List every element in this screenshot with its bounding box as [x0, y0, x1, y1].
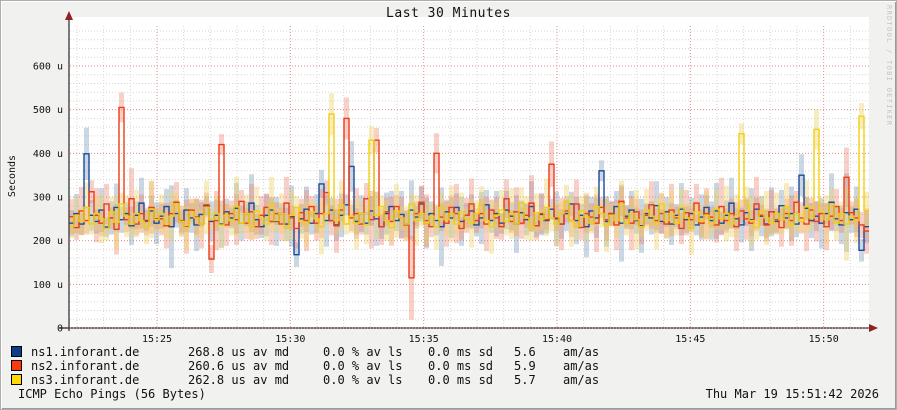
graph-timestamp: Thu Mar 19 15:51:42 2026: [705, 387, 879, 401]
svg-text:15:35: 15:35: [409, 334, 439, 345]
series-name: ns3.inforant.de: [31, 373, 140, 387]
sd-value: 0.0 ms sd: [428, 345, 494, 359]
svg-text:400 u: 400 u: [33, 149, 63, 160]
amas-unit: am/as: [563, 345, 600, 359]
avg-loss-value: 0.0 % av ls: [323, 373, 403, 387]
amas-unit: am/as: [563, 373, 600, 387]
legend-row-ns3: ns3.inforant.de 262.8 us av md 0.0 % av …: [1, 373, 896, 387]
svg-text:500 u: 500 u: [33, 105, 63, 116]
footer-row: ICMP Echo Pings (56 Bytes) Thu Mar 19 15…: [1, 387, 896, 401]
legend-row-ns1: ns1.inforant.de 268.8 us av md 0.0 % av …: [1, 345, 896, 359]
ns3-color-swatch: [11, 374, 22, 385]
avg-loss-value: 0.0 % av ls: [323, 359, 403, 373]
amas-value: 5.6: [514, 345, 536, 359]
series-name: ns2.inforant.de: [31, 359, 140, 373]
svg-text:300 u: 300 u: [33, 193, 63, 204]
svg-text:0: 0: [57, 324, 63, 335]
svg-text:200 u: 200 u: [33, 236, 63, 247]
svg-text:15:30: 15:30: [275, 334, 305, 345]
ns1-color-swatch: [11, 346, 22, 357]
chart-title: Last 30 Minutes: [386, 6, 511, 21]
sd-value: 0.0 ms sd: [428, 359, 494, 373]
amas-unit: am/as: [563, 359, 600, 373]
avg-median-value: 262.8 us av md: [188, 373, 290, 387]
svg-text:15:40: 15:40: [542, 334, 572, 345]
y-axis-label: Seconds: [7, 154, 18, 198]
svg-text:15:50: 15:50: [809, 334, 839, 345]
svg-text:15:45: 15:45: [675, 334, 705, 345]
amas-value: 5.7: [514, 373, 536, 387]
amas-value: 5.9: [514, 359, 536, 373]
avg-loss-value: 0.0 % av ls: [323, 345, 403, 359]
avg-median-value: 260.6 us av md: [188, 359, 290, 373]
avg-median-value: 268.8 us av md: [188, 345, 290, 359]
ns2-color-swatch: [11, 360, 22, 371]
svg-text:600 u: 600 u: [33, 62, 63, 73]
sd-value: 0.0 ms sd: [428, 373, 494, 387]
legend-row-ns2: ns2.inforant.de 260.6 us av md 0.0 % av …: [1, 359, 896, 373]
graph-comment: ICMP Echo Pings (56 Bytes): [18, 387, 206, 401]
rrdtool-watermark: RRDTOOL / TOBI OETIKER: [885, 5, 893, 127]
svg-text:15:25: 15:25: [142, 334, 172, 345]
series-name: ns1.inforant.de: [31, 345, 140, 359]
svg-text:100 u: 100 u: [33, 280, 63, 291]
